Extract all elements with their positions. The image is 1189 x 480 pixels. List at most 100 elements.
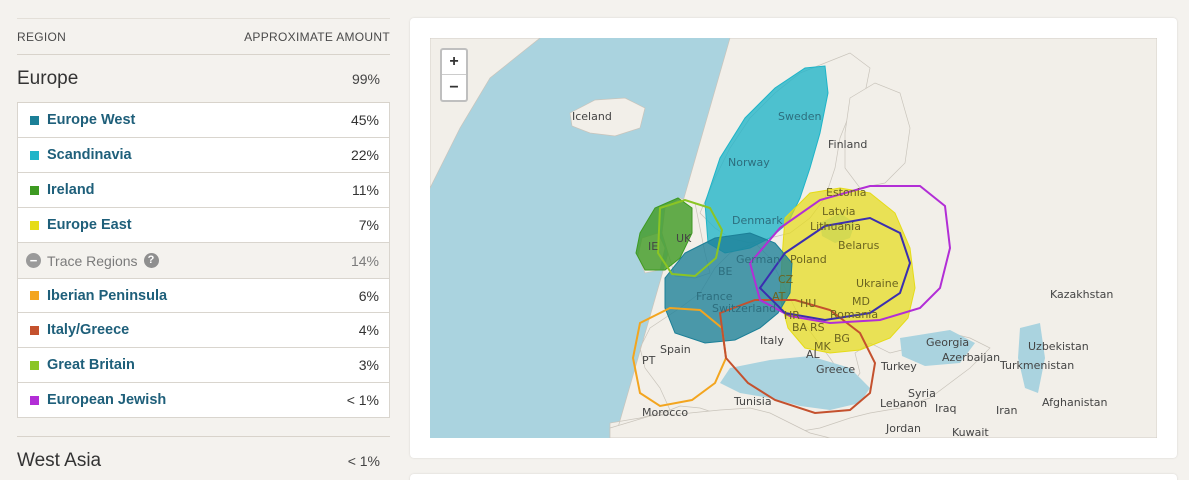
region-value: 4% <box>358 322 379 338</box>
region-value: 11% <box>352 182 379 198</box>
label-france: France <box>696 290 733 303</box>
label-tunisia: Tunisia <box>734 395 772 408</box>
label-iceland: Iceland <box>572 110 612 123</box>
color-swatch <box>30 220 39 230</box>
label-syria: Syria <box>908 387 936 400</box>
region-row-italy-greece[interactable]: Italy/Greece 4% <box>17 313 390 348</box>
group-europe[interactable]: Europe 99% <box>17 55 390 102</box>
region-row-great-britain[interactable]: Great Britain 3% <box>17 348 390 383</box>
color-swatch <box>30 395 39 405</box>
color-swatch <box>30 115 39 125</box>
table-header: REGION APPROXIMATE AMOUNT <box>17 18 390 55</box>
region-name: Iberian Peninsula <box>47 287 168 304</box>
region-value: 3% <box>358 357 379 373</box>
region-great-britain <box>656 198 724 278</box>
color-swatch <box>30 325 39 335</box>
amount-header: APPROXIMATE AMOUNT <box>244 29 390 44</box>
label-belarus: Belarus <box>838 239 880 252</box>
map-canvas <box>430 38 1157 438</box>
trace-regions-label: Trace Regions <box>47 252 138 269</box>
region-italy-greece <box>718 299 877 415</box>
zoom-control: + − <box>440 48 468 102</box>
region-name: Ireland <box>47 182 95 198</box>
label-hr: HR <box>784 309 800 322</box>
label-md: MD <box>852 295 870 308</box>
minus-circle-icon[interactable]: − <box>26 253 41 268</box>
label-poland: Poland <box>790 253 827 266</box>
label-mk: MK <box>814 340 831 353</box>
land-africa <box>609 407 831 438</box>
group-europe-value: 99% <box>351 70 380 87</box>
label-spain: Spain <box>660 343 691 356</box>
label-denmark: Denmark <box>732 214 783 227</box>
sea-black <box>900 330 975 366</box>
region-row-europe-east[interactable]: Europe East 7% <box>17 208 390 243</box>
region-row-european-jewish[interactable]: European Jewish < 1% <box>17 383 390 418</box>
label-at: AT <box>772 290 786 303</box>
label-azerbaijan: Azerbaijan <box>942 351 1001 364</box>
label-hu: HU <box>800 297 817 310</box>
region-header: REGION <box>17 29 67 44</box>
label-be: BE <box>718 265 733 278</box>
group-west-asia[interactable]: West Asia < 1% <box>17 437 390 480</box>
region-row-scandinavia[interactable]: Scandinavia 22% <box>17 138 390 173</box>
ethnicity-map[interactable]: + − <box>430 38 1157 438</box>
region-row-ireland[interactable]: Ireland 11% <box>17 173 390 208</box>
label-georgia: Georgia <box>926 336 970 349</box>
trace-regions-value: 14% <box>350 252 379 269</box>
ethnicity-table: REGION APPROXIMATE AMOUNT Europe 99% Eur… <box>17 18 390 480</box>
label-ie: IE <box>648 240 659 253</box>
zoom-out-button[interactable]: − <box>449 78 459 96</box>
label-italy: Italy <box>760 334 784 347</box>
region-ireland <box>635 197 693 271</box>
land-finland <box>844 82 911 189</box>
region-value: 6% <box>358 287 379 304</box>
label-romania: Romania <box>830 308 879 321</box>
label-rs: RS <box>810 321 825 334</box>
map-card: + − <box>410 18 1177 458</box>
label-bg: BG <box>834 332 850 345</box>
group-europe-label: Europe <box>17 67 79 89</box>
label-al: AL <box>806 348 820 361</box>
label-ukraine: Ukraine <box>856 277 899 290</box>
group-west-asia-label: West Asia <box>17 449 102 471</box>
region-value: 7% <box>358 217 379 233</box>
next-card <box>410 474 1177 480</box>
region-value: 45% <box>350 112 379 128</box>
divider <box>17 436 390 437</box>
label-jordan: Jordan <box>886 422 921 435</box>
trace-regions-toggle[interactable]: − Trace Regions ? 14% <box>17 243 390 278</box>
region-name: Great Britain <box>47 357 135 373</box>
label-kazakhstan: Kazakhstan <box>1050 288 1114 301</box>
region-name: Italy/Greece <box>47 322 130 338</box>
region-outline-blue <box>758 216 912 322</box>
region-iberian-peninsula <box>631 306 728 408</box>
group-west-asia-value: < 1% <box>347 452 380 469</box>
label-pt: PT <box>642 354 656 367</box>
label-norway: Norway <box>728 156 770 169</box>
question-circle-icon[interactable]: ? <box>143 253 159 268</box>
region-row-iberian-peninsula[interactable]: Iberian Peninsula 6% <box>17 278 390 313</box>
label-sweden: Sweden <box>778 110 822 123</box>
region-row-europe-west[interactable]: Europe West 45% <box>17 103 390 138</box>
label-finland: Finland <box>828 138 868 151</box>
land-iceland <box>569 97 646 137</box>
sea-mediterranean <box>720 356 870 410</box>
color-swatch <box>30 150 39 160</box>
label-lithuania: Lithuania <box>810 220 861 233</box>
region-value: 22% <box>350 147 379 163</box>
label-lebanon: Lebanon <box>880 397 928 410</box>
zoom-in-button[interactable]: + <box>442 50 466 75</box>
region-list: Europe West 45% Scandinavia 22% Ireland … <box>17 102 390 418</box>
region-name: European Jewish <box>47 392 167 408</box>
label-uzbekistan: Uzbekistan <box>1028 340 1089 353</box>
label-ba: BA <box>792 321 808 334</box>
label-iran: Iran <box>996 404 1018 417</box>
color-swatch <box>30 185 39 195</box>
label-turkey: Turkey <box>881 360 917 373</box>
label-switzerland: Switzerland <box>712 302 777 315</box>
color-swatch <box>30 291 39 300</box>
label-turkmenistan: Turkmenistan <box>1000 359 1075 372</box>
label-afghanistan: Afghanistan <box>1042 396 1108 409</box>
label-kuwait: Kuwait <box>952 426 989 438</box>
